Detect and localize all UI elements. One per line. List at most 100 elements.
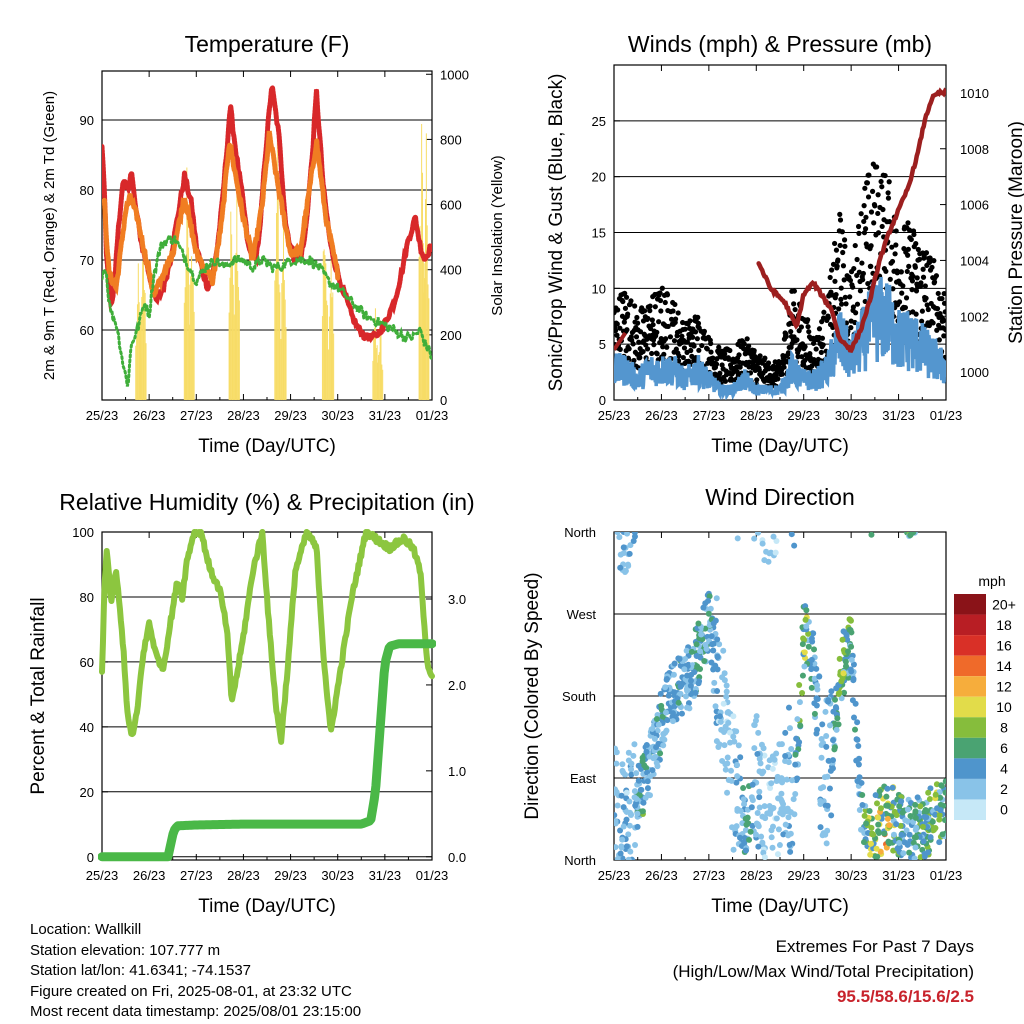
direction-point	[774, 851, 781, 858]
direction-panel: 25/23 26/23 27/23 28/23 29/23 30/23 31/23 01/23…	[522, 484, 1016, 917]
gust-point	[934, 306, 941, 312]
direction-point	[630, 538, 637, 545]
direction-point	[872, 792, 879, 799]
direction-point	[942, 778, 946, 785]
direction-point	[716, 713, 723, 720]
gust-point	[775, 376, 781, 382]
direction-point	[633, 796, 640, 803]
direction-point	[643, 748, 650, 755]
direction-xtick-label: 01/23	[930, 868, 963, 883]
gust-point	[756, 367, 762, 373]
direction-point	[839, 636, 846, 643]
direction-point	[854, 719, 861, 726]
direction-point	[847, 627, 854, 634]
direction-point	[811, 646, 818, 653]
direction-plot-area	[614, 532, 946, 860]
direction-point	[881, 830, 888, 837]
direction-point	[758, 741, 765, 748]
direction-point	[923, 814, 930, 821]
direction-point	[768, 780, 775, 787]
direction-point	[819, 832, 826, 839]
gust-point	[694, 336, 700, 342]
temperature-ytick-label: 80	[80, 183, 94, 198]
direction-point	[620, 823, 627, 830]
direction-point	[623, 808, 630, 815]
direction-point	[653, 716, 660, 723]
humidity-xtick-label: 26/23	[133, 868, 166, 883]
gust-point	[716, 344, 722, 350]
gust-point	[791, 288, 797, 294]
direction-point	[652, 753, 659, 760]
direction-point	[877, 805, 884, 812]
colorbar-cell	[954, 758, 986, 779]
direction-point	[721, 742, 728, 749]
colorbar-cell	[954, 676, 986, 697]
gust-point	[879, 184, 885, 190]
humidity-ytick-right-label: 1.0	[448, 764, 466, 779]
direction-point	[868, 532, 875, 538]
temperature-xtick-label: 28/23	[227, 408, 260, 423]
gust-point	[833, 292, 839, 298]
gust-point	[840, 249, 846, 256]
pressure-line	[756, 87, 946, 354]
direction-point	[771, 756, 778, 763]
direction-point	[653, 759, 660, 766]
gust-point	[913, 311, 919, 317]
direction-point	[760, 849, 767, 856]
direction-point	[759, 770, 766, 777]
direction-point	[627, 848, 634, 855]
direction-point	[926, 796, 933, 803]
humidity-xlabel: Time (Day/UTC)	[198, 896, 336, 917]
gust-point	[927, 255, 933, 261]
winds-xtick-label: 26/23	[645, 408, 678, 423]
direction-point	[628, 771, 635, 778]
gust-point	[717, 370, 723, 376]
direction-point	[811, 710, 818, 717]
direction-point	[695, 620, 702, 627]
colorbar-cell	[954, 655, 986, 677]
gust-point	[832, 240, 838, 247]
colorbar-label: 4	[1000, 761, 1008, 777]
gust-point	[675, 310, 681, 316]
gust-point	[722, 378, 729, 384]
direction-point	[632, 802, 639, 809]
direction-point	[693, 641, 700, 648]
direction-point	[766, 550, 773, 557]
direction-point	[811, 675, 818, 682]
direction-point	[813, 665, 820, 672]
gust-point	[664, 292, 671, 298]
direction-point	[720, 647, 727, 654]
direction-point	[653, 744, 660, 751]
gust-point	[821, 309, 827, 315]
direction-point	[697, 666, 704, 673]
direction-point	[808, 684, 815, 691]
gust-point	[940, 318, 946, 324]
temperature-ytick-right-label: 400	[440, 263, 462, 278]
gust-point	[920, 274, 927, 280]
direction-point	[659, 713, 666, 720]
gust-point	[874, 164, 880, 170]
temperature-ytick-right-label: 200	[440, 328, 462, 343]
winds-ytick-right-label: 1008	[960, 142, 989, 157]
gust-point	[864, 180, 871, 186]
gust-point	[825, 315, 831, 321]
direction-point	[664, 676, 670, 683]
direction-point	[778, 790, 785, 797]
direction-point	[757, 760, 764, 767]
gust-point	[941, 290, 946, 297]
direction-point	[863, 820, 870, 827]
gust-point	[614, 332, 620, 338]
gust-point	[624, 327, 630, 333]
direction-point	[722, 766, 729, 773]
direction-point	[717, 718, 724, 725]
direction-point	[867, 851, 874, 858]
direction-point	[722, 761, 729, 768]
gust-point	[651, 342, 657, 348]
gust-point	[699, 342, 705, 349]
direction-point	[785, 832, 792, 839]
direction-point	[942, 789, 946, 796]
colorbar-label: 12	[996, 678, 1012, 694]
gust-point	[658, 308, 664, 314]
winds-ytick-label: 20	[592, 170, 606, 185]
winds-ytick-right-label: 1002	[960, 309, 989, 324]
